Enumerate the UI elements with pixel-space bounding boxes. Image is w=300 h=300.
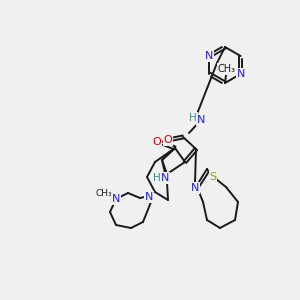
Text: N: N	[161, 173, 169, 183]
Text: N: N	[197, 115, 205, 125]
Text: H: H	[189, 113, 197, 123]
Text: N: N	[145, 192, 153, 202]
Text: N: N	[112, 194, 120, 204]
Text: N: N	[236, 69, 245, 79]
Text: O: O	[153, 137, 161, 147]
Text: O: O	[164, 135, 172, 145]
Text: S: S	[209, 172, 217, 182]
Text: CH₃: CH₃	[96, 188, 112, 197]
Text: H: H	[153, 173, 161, 183]
Text: CH₃: CH₃	[218, 64, 236, 74]
Text: N: N	[205, 51, 214, 61]
Text: N: N	[191, 183, 199, 193]
